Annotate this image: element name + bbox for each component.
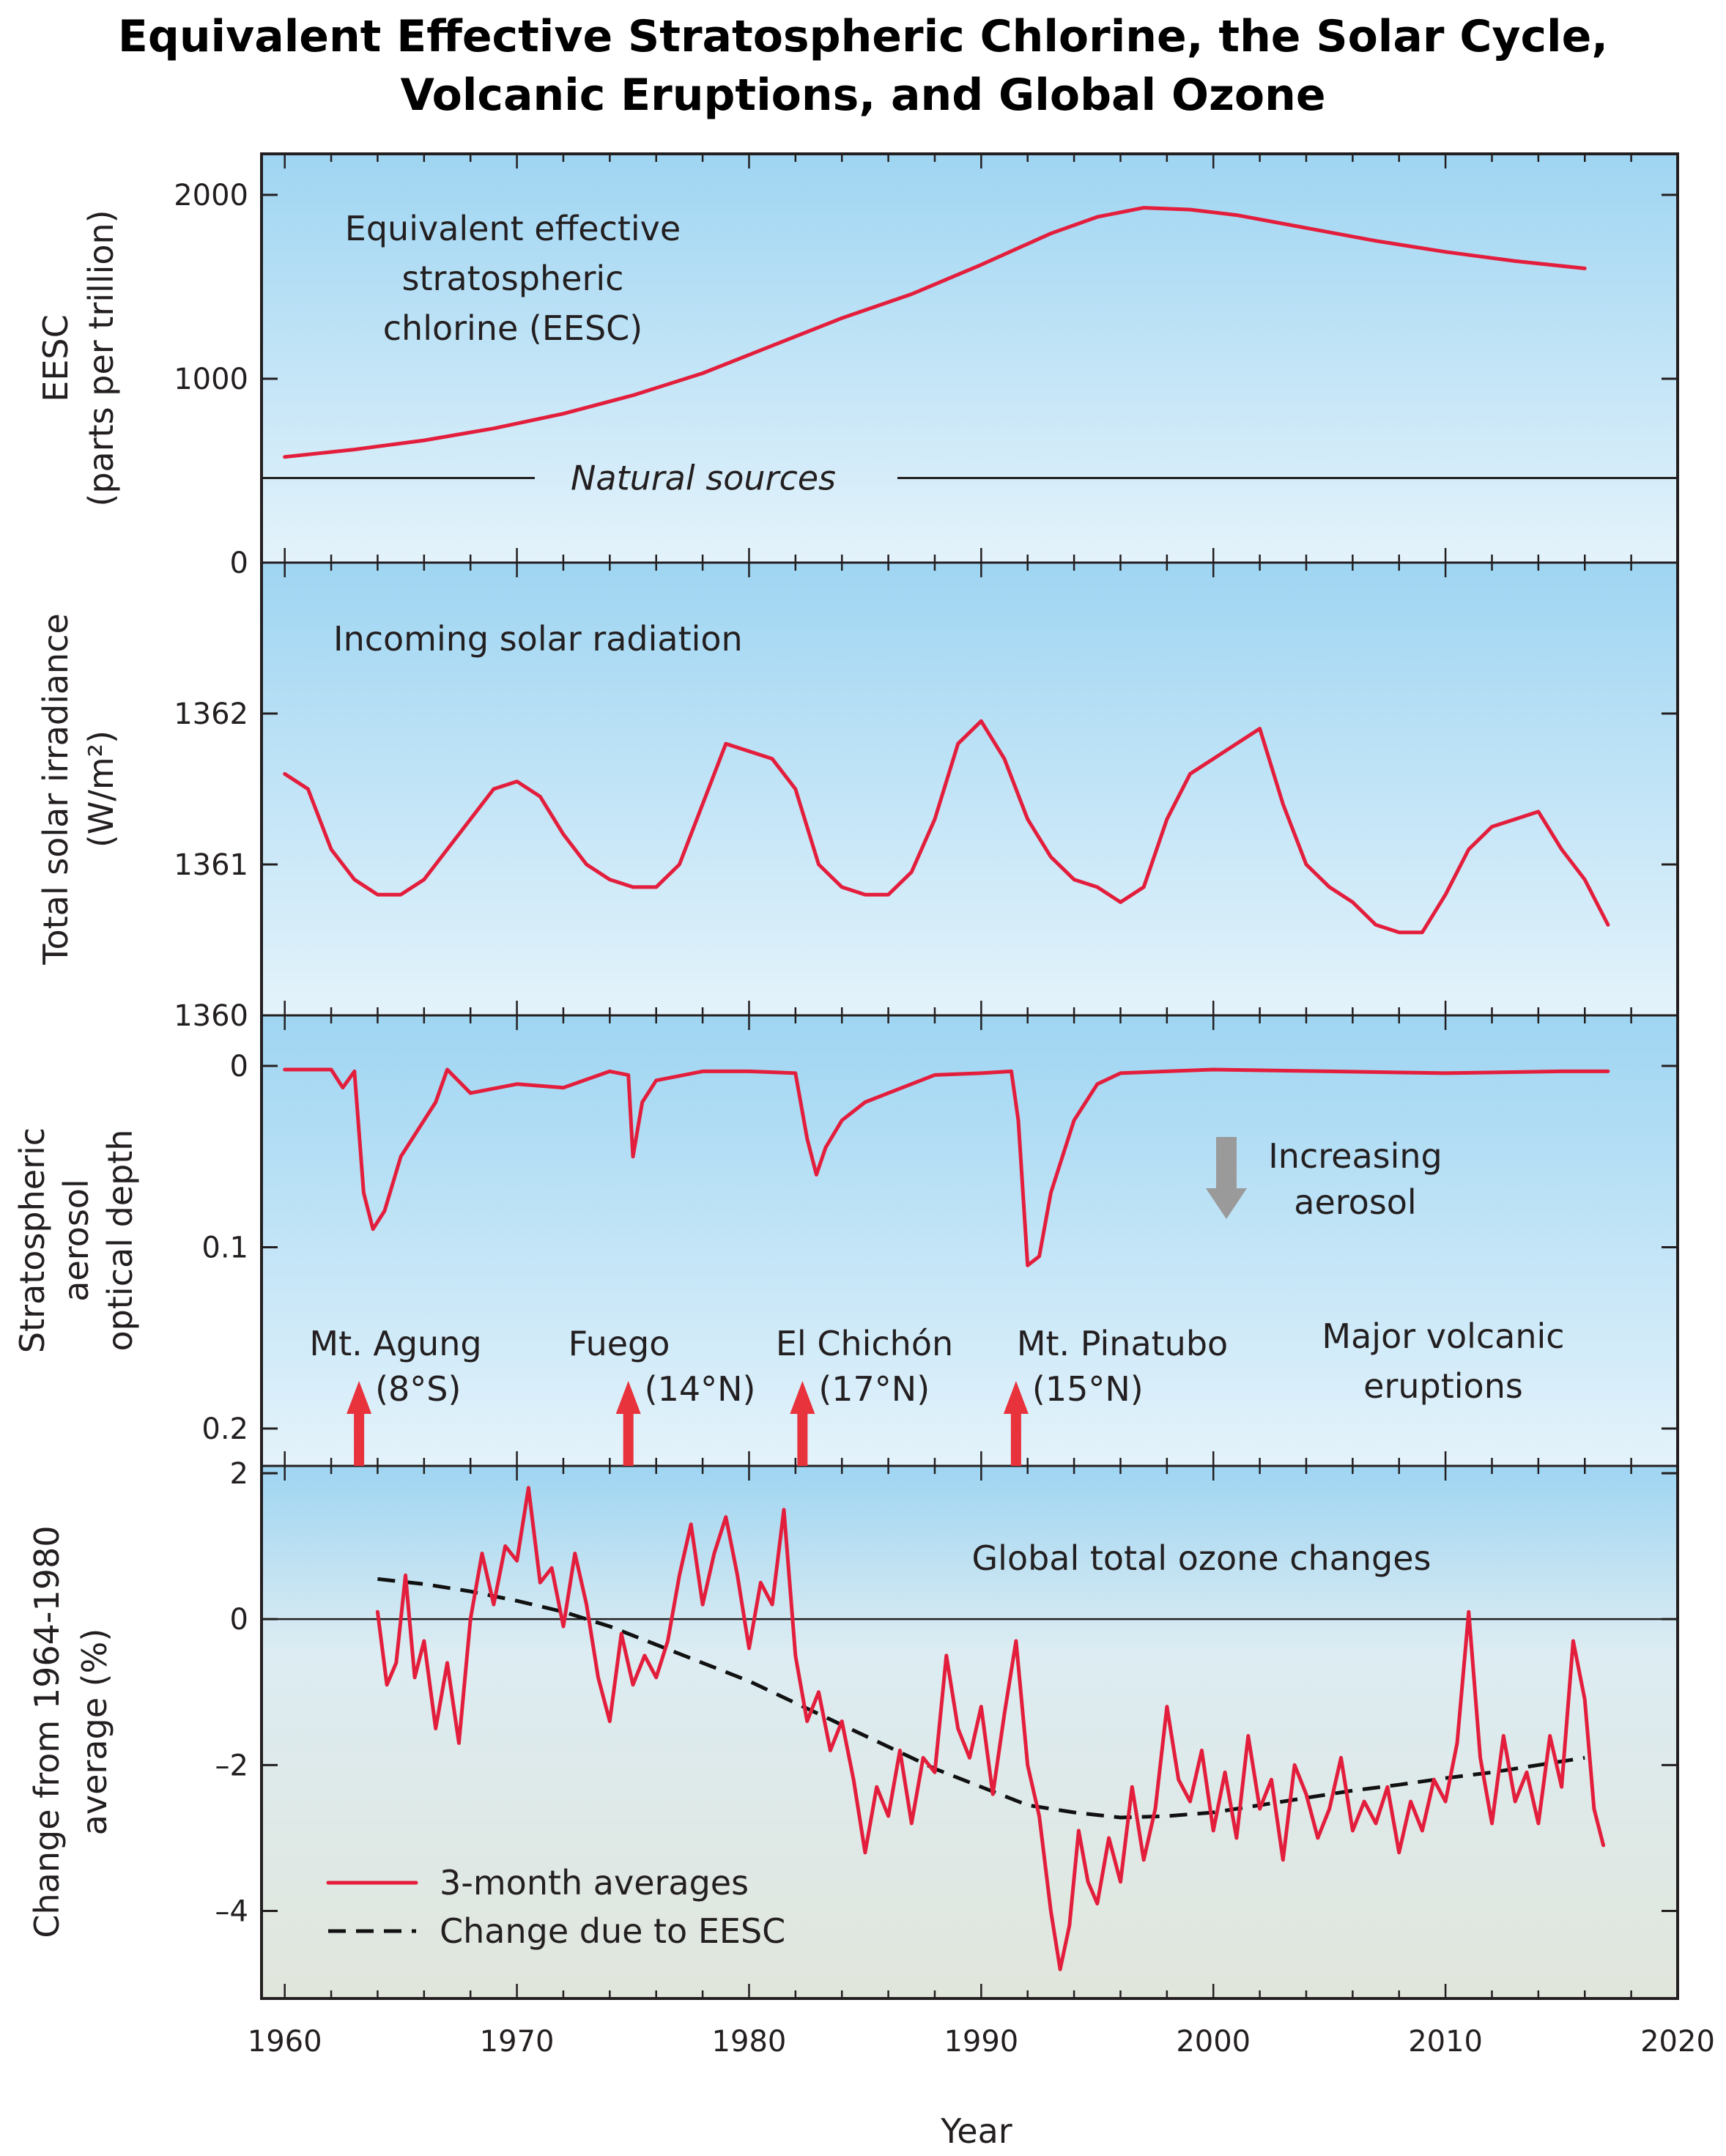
eruption-caption-line1: Major volcanic xyxy=(1322,1316,1564,1356)
aerosol-ylabel-line2: aerosol xyxy=(56,1179,96,1301)
ozone-legend: 3-month averages Change due to EESC xyxy=(326,1863,785,1951)
eesc-change-dashed-line xyxy=(377,1577,1585,1820)
eruption-latitude: (17°N) xyxy=(818,1369,930,1409)
y-tick-label: 0 xyxy=(230,1050,248,1083)
legend-label-3month: 3-month averages xyxy=(440,1863,749,1903)
ozone-panel: –4 –2 0 2 Change from 1964-1980 average (%)… xyxy=(27,1457,1679,1998)
aerosol-panel: 0 0.1 0.2 Stratospheric aerosol optical de… xyxy=(12,1015,1679,1466)
eruption-markers: Mt. Agung (8°S) Fuego (14°N) El Chichón (17°N… xyxy=(309,1324,1228,1466)
eruption-arrow-head xyxy=(347,1381,372,1414)
y-tick-label: 1362 xyxy=(174,697,248,731)
y-tick-label: 2000 xyxy=(174,179,248,212)
plot-frame xyxy=(260,152,1679,2000)
aerosol-y-ticks: 0 0.1 0.2 xyxy=(201,1015,1679,1466)
eesc-y-ticks: 0 1000 2000 xyxy=(174,154,1679,580)
eruption-arrow-head xyxy=(1003,1381,1029,1414)
x-axis-ticks: 1960 1970 1980 1990 2000 2010 2020 xyxy=(248,2025,1715,2059)
y-tick-label: 1360 xyxy=(174,999,248,1033)
natural-sources-label: Natural sources xyxy=(571,459,836,498)
y-tick-label: –2 xyxy=(215,1749,248,1782)
ozone-y-ticks: –4 –2 0 2 xyxy=(215,1457,1679,1998)
y-tick-label: 0.1 xyxy=(201,1231,248,1265)
eesc-ylabel-line2: (parts per trillion) xyxy=(81,210,121,506)
eesc-ylabel-line1: EESC xyxy=(36,314,75,401)
eesc-series-line xyxy=(283,206,1587,459)
chart-title-line2: Volcanic Eruptions, and Global Ozone xyxy=(400,70,1325,121)
panel1-background xyxy=(262,154,1678,563)
eruption-arrow-shaft xyxy=(354,1410,365,1466)
y-tick-label: 1361 xyxy=(174,848,248,882)
eruption-name: Fuego xyxy=(568,1324,670,1363)
eesc-annotation-line3: chlorine (EESC) xyxy=(383,308,642,348)
x-tick-label: 1980 xyxy=(712,2025,787,2059)
x-tick-label: 1970 xyxy=(480,2025,555,2059)
eesc-panel: 0 1000 2000 EESC (parts per trillion) Equi… xyxy=(36,154,1679,580)
eesc-annotation-line1: Equivalent effective xyxy=(345,209,681,248)
increasing-aerosol-arrow-head xyxy=(1206,1188,1247,1219)
aerosol-series-line xyxy=(283,1067,1610,1267)
chart-title-line1: Equivalent Effective Stratospheric Chlor… xyxy=(118,11,1608,62)
aerosol-ylabel-line1: Stratospheric xyxy=(12,1127,52,1353)
eruption-name: Mt. Agung xyxy=(309,1324,481,1363)
solar-annotation: Incoming solar radiation xyxy=(333,619,743,659)
y-tick-label: –4 xyxy=(215,1894,248,1928)
eruption-name: Mt. Pinatubo xyxy=(1017,1324,1228,1363)
eruption-arrow-head xyxy=(615,1381,641,1414)
y-tick-label: 1000 xyxy=(174,363,248,396)
eesc-annotation-line2: stratospheric xyxy=(402,259,624,298)
y-tick-label: 0 xyxy=(230,1603,248,1637)
x-axis-label: Year xyxy=(940,2111,1012,2151)
eruption-arrow-head xyxy=(790,1381,815,1414)
ozone-3month-series-line xyxy=(375,1486,1606,1971)
panel4-background xyxy=(262,1466,1678,1998)
eruption-latitude: (8°S) xyxy=(375,1369,461,1409)
eruption-arrow-shaft xyxy=(1010,1410,1021,1466)
x-tick-label: 1990 xyxy=(944,2025,1018,2059)
eruption-latitude: (14°N) xyxy=(645,1369,756,1409)
y-tick-label: 0 xyxy=(230,547,248,580)
eruption-arrow-shaft xyxy=(797,1410,808,1466)
panel3-background xyxy=(262,1015,1678,1466)
x-tick-label: 2000 xyxy=(1176,2025,1251,2059)
aerosol-annotation-line1: Increasing xyxy=(1268,1136,1442,1176)
ozone-ylabel-line1: Change from 1964-1980 xyxy=(27,1525,67,1938)
legend-label-eesc: Change due to EESC xyxy=(440,1911,785,1951)
aerosol-ylabel-line3: optical depth xyxy=(100,1130,140,1352)
aerosol-annotation-line2: aerosol xyxy=(1294,1182,1416,1222)
y-tick-label: 2 xyxy=(230,1457,248,1491)
increasing-aerosol-arrow-shaft xyxy=(1216,1137,1237,1190)
ozone-annotation: Global total ozone changes xyxy=(972,1538,1431,1578)
eruption-arrow-shaft xyxy=(623,1410,634,1466)
x-tick-label: 2010 xyxy=(1408,2025,1483,2059)
y-tick-label: 0.2 xyxy=(201,1412,248,1446)
x-tick-label: 2020 xyxy=(1640,2025,1715,2059)
solar-panel: 1360 1361 1362 Total solar irradiance (W/m… xyxy=(36,563,1679,1033)
eruption-caption-line2: eruptions xyxy=(1363,1366,1523,1406)
ozone-ylabel-line2: average (%) xyxy=(75,1629,114,1836)
solar-series-line xyxy=(283,719,1610,935)
eruption-name: El Chichón xyxy=(776,1324,953,1363)
solar-ylabel-line2: (W/m²) xyxy=(81,730,121,848)
solar-ylabel-line1: Total solar irradiance xyxy=(36,613,75,966)
x-tick-label: 1960 xyxy=(248,2025,322,2059)
eruption-latitude: (15°N) xyxy=(1032,1369,1144,1409)
solar-y-ticks: 1360 1361 1362 xyxy=(174,563,1679,1033)
